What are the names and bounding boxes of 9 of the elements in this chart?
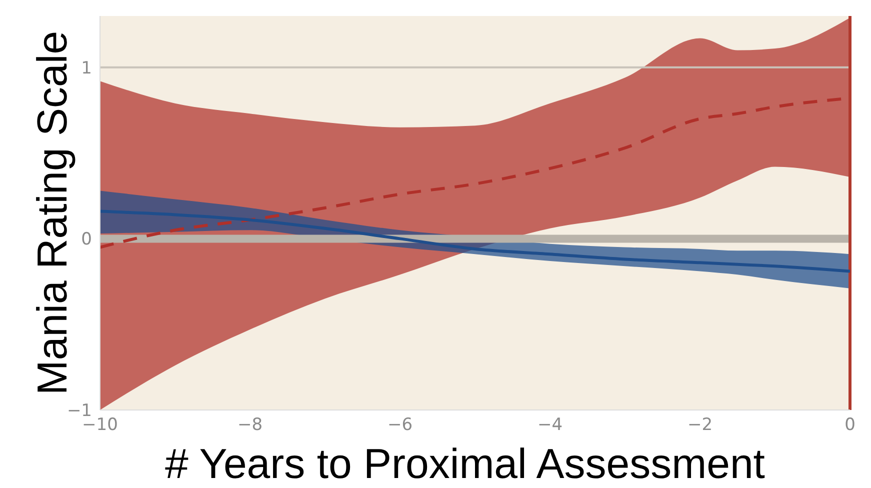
x-tick-label: −6	[387, 415, 413, 436]
y-tick-label: 0	[81, 230, 92, 250]
y-axis-title: Mania Rating Scale	[28, 30, 76, 396]
x-tick-label: −2	[687, 415, 713, 436]
x-tick-label: −8	[237, 415, 263, 436]
x-tick-label: 0	[844, 415, 856, 436]
x-tick-label: −4	[537, 415, 563, 436]
y-tick-label: 1	[81, 58, 92, 78]
x-axis-title: # Years to Proximal Assessment	[165, 440, 766, 487]
